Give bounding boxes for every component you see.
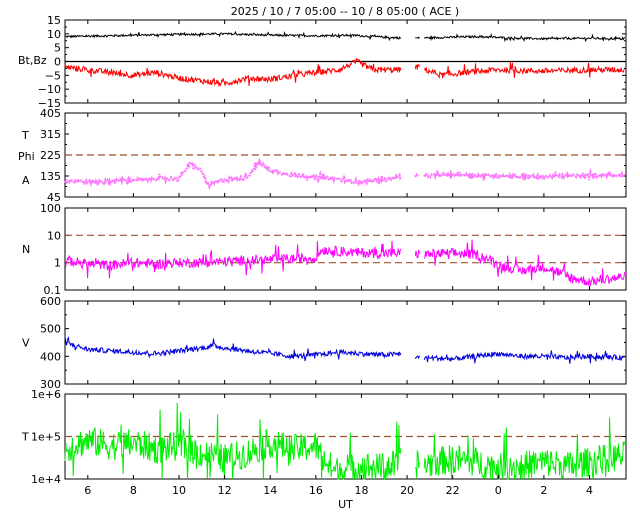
y-tick-label: −5	[45, 69, 61, 82]
y-tick-label: 1	[54, 257, 61, 270]
x-axis: 6 8 10 12 14 16 18 20 22 0 2 4 UT	[84, 484, 593, 511]
x-tick-label: 8	[130, 484, 137, 497]
x-tick-label: 20	[400, 484, 414, 497]
chart-panels: 151050−5−10−15Bt,Bz40531522513545TPhiA10…	[18, 14, 627, 486]
x-tick-label: 14	[263, 484, 277, 497]
y-axis-label: V	[22, 337, 30, 350]
y-tick-label: 1e+5	[31, 431, 61, 444]
series-v-line	[64, 336, 625, 364]
y-tick-label: −10	[38, 83, 61, 96]
y-tick-label: 0	[54, 56, 61, 69]
y-tick-label: 225	[40, 149, 61, 162]
series-bz-line	[64, 57, 625, 88]
chart-title: 2025 / 10 / 7 05:00 -- 10 / 8 05:00 ( AC…	[231, 5, 459, 18]
series-phi-line	[64, 157, 625, 191]
x-tick-label: 10	[172, 484, 186, 497]
x-tick-label: 6	[84, 484, 91, 497]
series-bt-line	[65, 30, 626, 43]
panel-speed: 600 500 400 300 V	[22, 295, 627, 391]
x-tick-label: 2	[540, 484, 547, 497]
y-tick-label: 10	[47, 28, 61, 41]
panel-frame	[64, 207, 627, 291]
x-tick-label: 22	[446, 484, 460, 497]
x-axis-label: UT	[338, 498, 353, 511]
y-tick-label: 15	[47, 14, 61, 27]
series-t-line	[64, 402, 626, 481]
panel-temperature: 1e+6 1e+5 1e+4 T	[21, 388, 627, 486]
y-tick-label: 315	[40, 128, 61, 141]
panel-density: 100 10 1 0.1 N	[22, 202, 627, 297]
y-tick-label: 0.1	[44, 284, 62, 297]
panel-phi: 405 315 225 135 45 T Phi A	[18, 107, 627, 204]
y-tick-label: 1e+6	[31, 388, 61, 401]
x-tick-label: 18	[354, 484, 368, 497]
x-tick-label: 4	[586, 484, 593, 497]
panel-frame	[64, 300, 627, 385]
y-tick-label: 300	[40, 378, 61, 391]
y-axis-label: A	[22, 174, 30, 187]
y-axis-label: N	[22, 243, 30, 256]
y-tick-label: 45	[47, 191, 61, 204]
y-tick-label: 100	[40, 202, 61, 215]
x-tick-label: 12	[218, 484, 232, 497]
y-tick-label: 500	[40, 323, 61, 336]
y-axis-label: Bt,Bz	[18, 54, 47, 67]
x-tick-label: 0	[495, 484, 502, 497]
y-axis-label: T	[21, 431, 29, 444]
y-tick-label: 600	[40, 295, 61, 308]
y-axis-label: Phi	[18, 150, 35, 163]
y-tick-label: 135	[40, 170, 61, 183]
y-tick-label: 10	[47, 229, 61, 242]
y-tick-label: 5	[54, 42, 61, 55]
y-axis-label: T	[21, 129, 29, 142]
y-tick-label: −15	[38, 97, 61, 110]
x-tick-label: 16	[309, 484, 323, 497]
y-tick-label: 400	[40, 350, 61, 363]
series-n-line	[64, 239, 626, 287]
y-tick-label: 1e+4	[31, 473, 61, 486]
y-tick-label: 405	[40, 107, 61, 120]
